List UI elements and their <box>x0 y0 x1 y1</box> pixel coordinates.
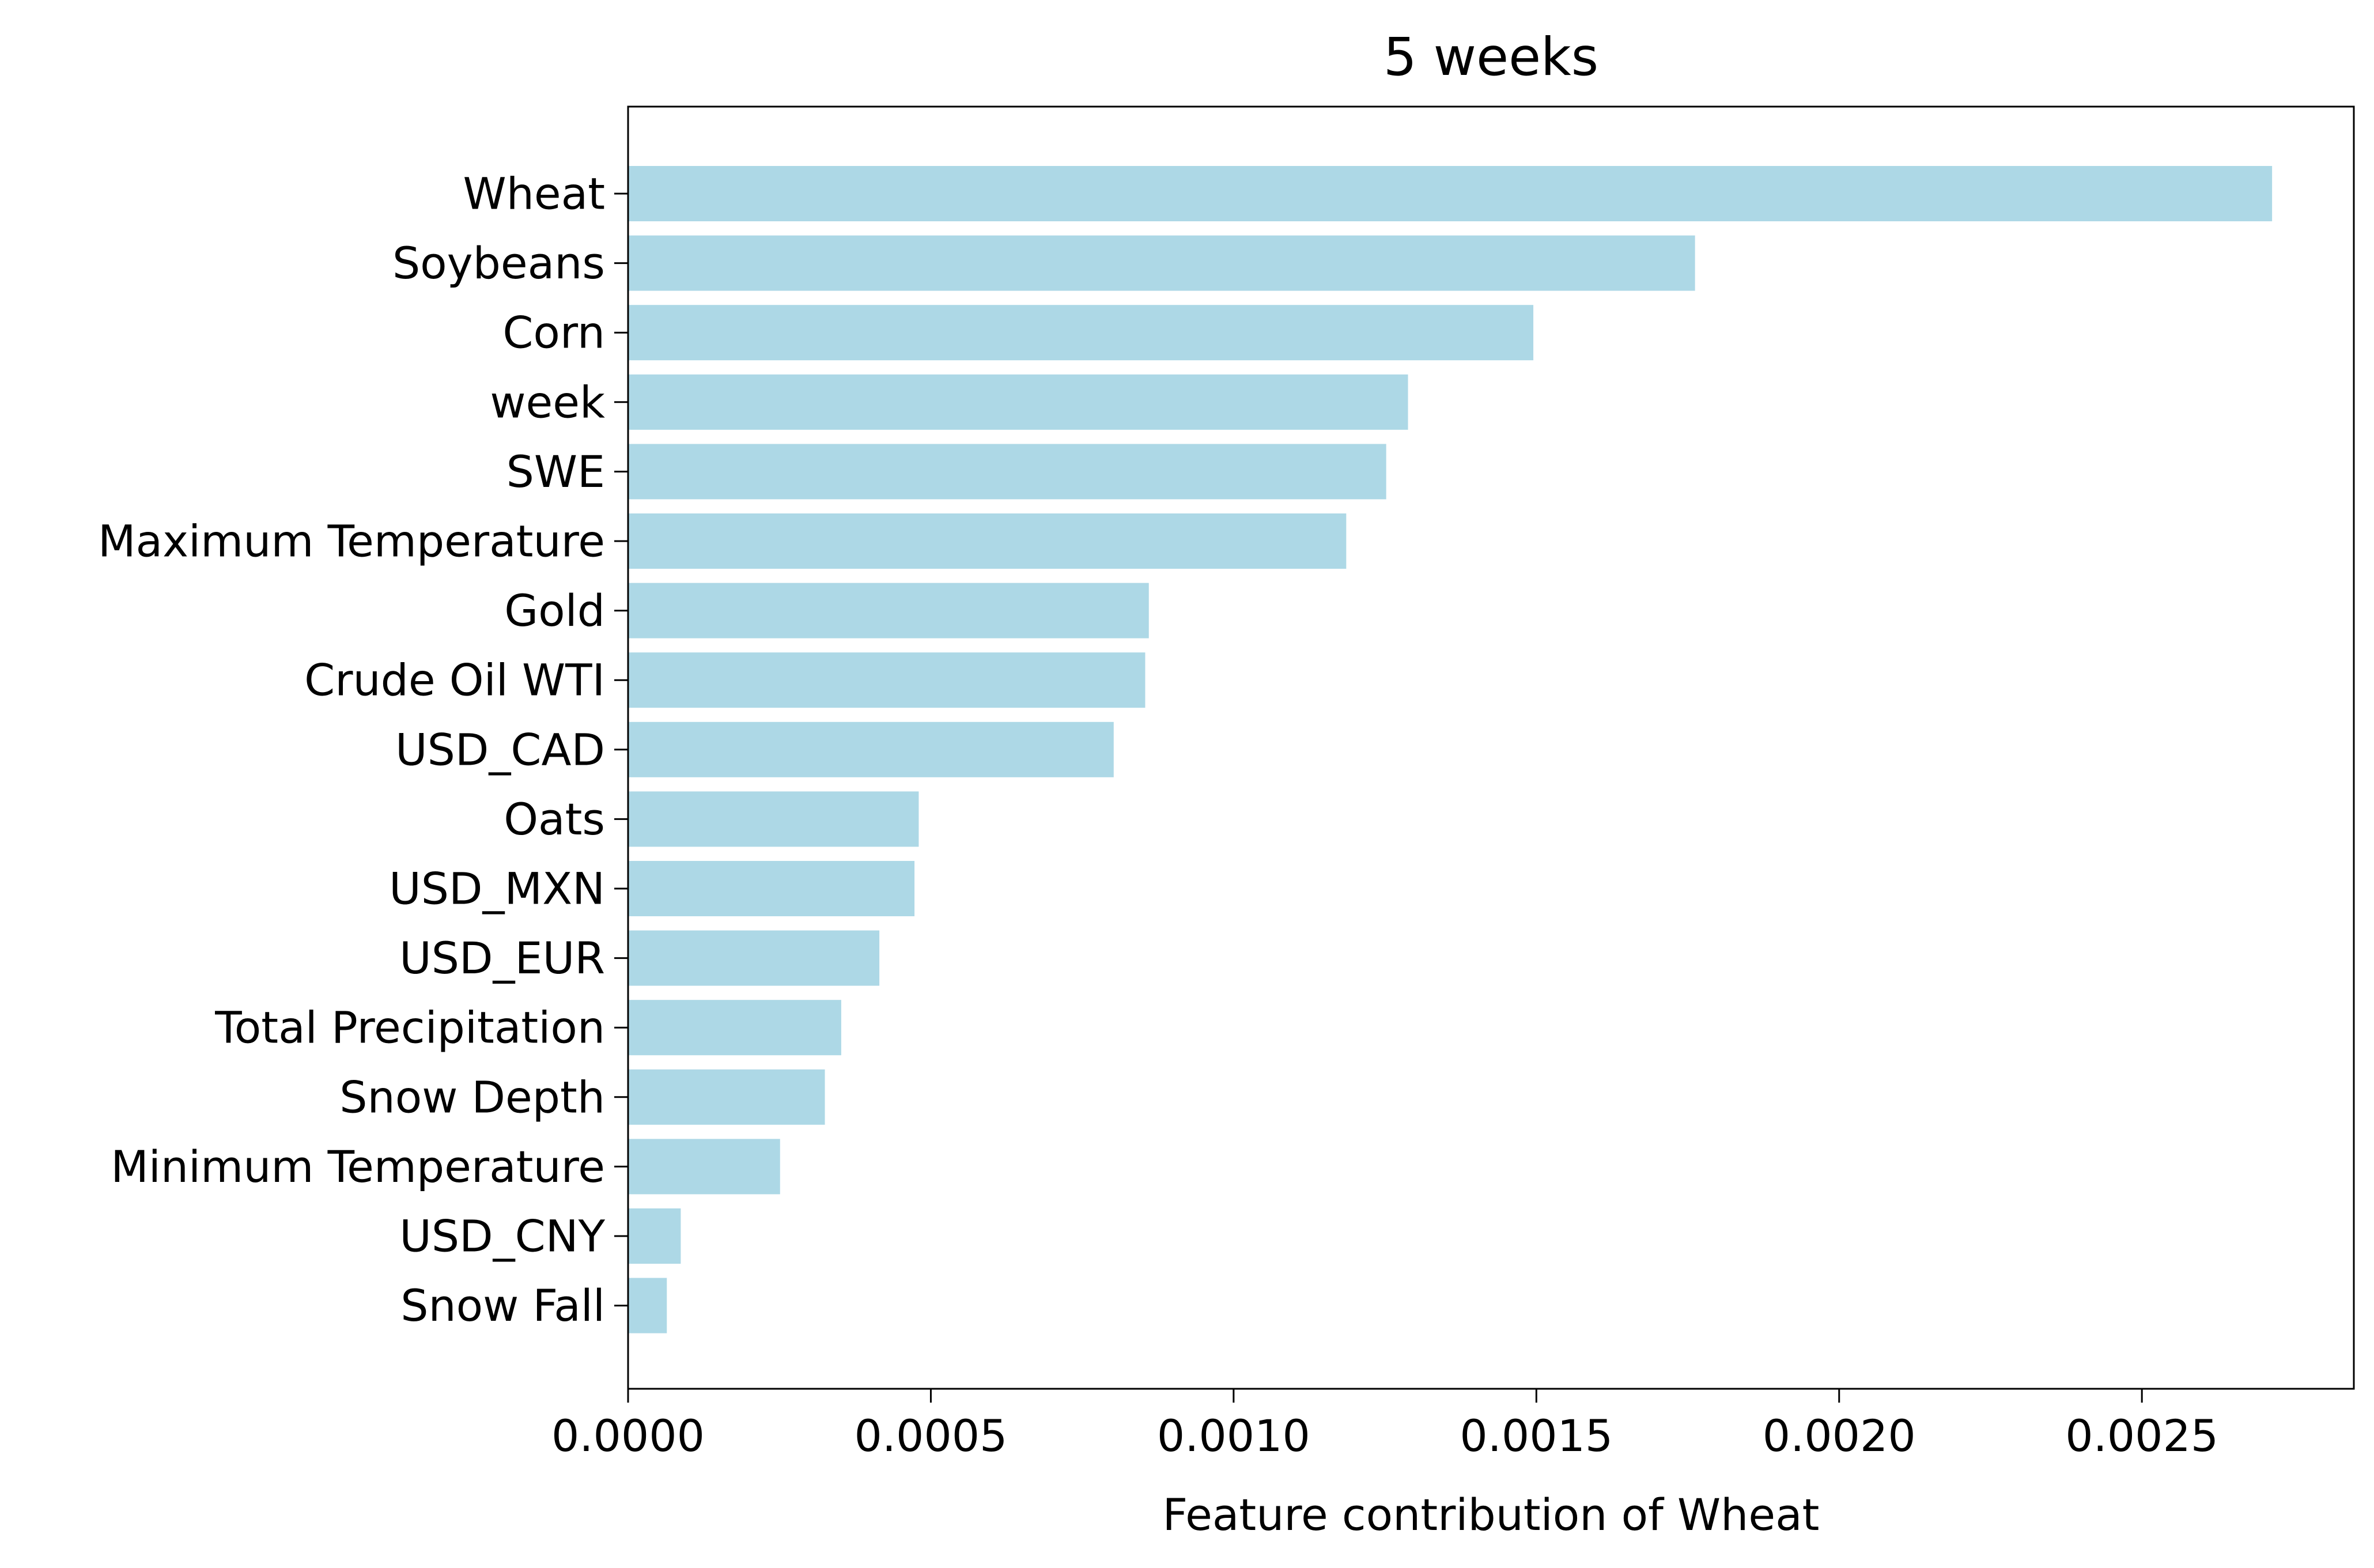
y-tick-label: Soybeans <box>392 237 605 289</box>
y-tick-label: Gold <box>504 585 605 636</box>
y-tick-label: Total Precipitation <box>214 1002 605 1053</box>
bar-usd-cny <box>628 1208 681 1264</box>
y-tick-label: USD_CAD <box>395 724 605 775</box>
bar-maximum-temperature <box>628 513 1347 569</box>
bar-total-precipitation <box>628 1000 841 1056</box>
x-tick-label: 0.0015 <box>1460 1410 1613 1461</box>
bar-crude-oil-wti <box>628 652 1146 708</box>
y-tick-label: Minimum Temperature <box>111 1141 605 1192</box>
bar-usd-mxn <box>628 861 915 916</box>
bar-snow-fall <box>628 1278 667 1333</box>
y-tick-label: USD_MXN <box>389 863 605 915</box>
y-tick-label: Maximum Temperature <box>98 516 605 567</box>
chart-title: 5 weeks <box>1383 27 1598 88</box>
x-tick-label: 0.0020 <box>1763 1410 1916 1461</box>
bar-corn <box>628 305 1534 361</box>
bars-group <box>628 166 2273 1333</box>
x-tick-label: 0.0005 <box>854 1410 1007 1461</box>
y-tick-label: Snow Fall <box>400 1280 605 1331</box>
bar-oats <box>628 791 919 847</box>
bar-usd-cad <box>628 721 1114 777</box>
bar-week <box>628 374 1408 430</box>
y-tick-label: SWE <box>506 446 605 497</box>
plot-frame <box>627 105 2355 1390</box>
bar-soybeans <box>628 235 1695 291</box>
x-tick-label: 0.0010 <box>1157 1410 1310 1461</box>
y-tick-label: Snow Depth <box>339 1071 605 1123</box>
x-tick-label: 0.0025 <box>2065 1410 2218 1461</box>
y-tick-label: Crude Oil WTI <box>304 655 605 706</box>
bar-minimum-temperature <box>628 1139 780 1195</box>
bar-gold <box>628 583 1149 638</box>
bar-snow-depth <box>628 1069 825 1125</box>
y-axis: Wheat Soybeans Corn week SWE Maximum Temperat… <box>98 168 628 1331</box>
x-axis: 0.0000 0.0005 0.0010 0.0015 0.0020 0.0025 <box>551 1389 2218 1461</box>
bar-usd-eur <box>628 930 880 986</box>
y-tick-label: USD_CNY <box>399 1211 605 1262</box>
bar-swe <box>628 444 1386 500</box>
y-tick-label: USD_EUR <box>399 932 605 984</box>
y-tick-label: Corn <box>502 307 605 358</box>
x-tick-label: 0.0000 <box>551 1410 705 1461</box>
y-tick-label: Wheat <box>463 168 605 220</box>
bar-wheat <box>628 166 2273 221</box>
x-axis-label: Feature contribution of Wheat <box>1163 1489 1820 1540</box>
y-tick-label: Oats <box>504 794 605 845</box>
y-tick-label: week <box>490 376 605 428</box>
